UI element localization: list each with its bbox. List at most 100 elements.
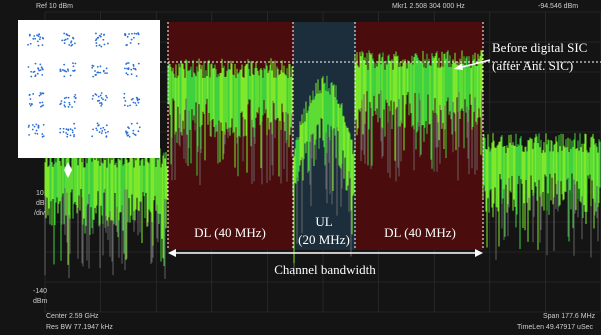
constellation-dot xyxy=(39,64,41,66)
constellation-dot xyxy=(99,35,101,37)
constellation-dot xyxy=(135,69,137,71)
scale: 10 xyxy=(36,190,44,197)
constellation-dot xyxy=(95,39,97,41)
constellation-dot xyxy=(39,102,41,104)
constellation-dot xyxy=(105,99,107,101)
marker-freq: Mkr1 2.508 304 000 Hz xyxy=(392,3,465,10)
constellation-dot xyxy=(63,128,65,130)
constellation-dot xyxy=(129,136,131,138)
constellation-dot xyxy=(127,36,129,38)
constellation-dot xyxy=(96,129,98,131)
constellation-dot xyxy=(68,106,70,108)
constellation-dot xyxy=(138,99,140,101)
constellation-dot xyxy=(30,76,32,78)
constellation-dot xyxy=(68,102,70,104)
constellation-dot xyxy=(43,124,45,126)
constellation-dot xyxy=(67,38,69,40)
constellation-dot xyxy=(102,127,104,129)
constellation-dot xyxy=(63,131,65,133)
ref-level: Ref 10 dBm xyxy=(36,3,73,10)
constellation-dot xyxy=(41,105,43,107)
constellation-dot xyxy=(65,132,67,134)
constellation-dot xyxy=(106,124,108,126)
constellation-dot xyxy=(102,39,104,41)
constellation-dot xyxy=(100,33,102,35)
constellation-dot xyxy=(106,67,108,69)
constellation-dot xyxy=(67,70,69,72)
time-len: TimeLen 49.47917 uSec xyxy=(517,324,594,331)
constellation-dot xyxy=(101,103,103,105)
constellation-dot xyxy=(72,131,74,133)
constellation-dot xyxy=(30,71,32,73)
constellation-dot xyxy=(134,134,136,136)
constellation-dot xyxy=(67,134,69,136)
constellation-dot xyxy=(43,135,45,137)
constellation-dot xyxy=(28,134,30,136)
constellation-dot xyxy=(125,63,127,65)
scale-per: /div xyxy=(34,210,45,217)
constellation-dot xyxy=(100,105,102,107)
constellation-dot xyxy=(75,63,77,65)
span: Span 177.6 MHz xyxy=(543,313,596,320)
channel-bandwidth: Channel bandwidth xyxy=(274,262,376,277)
constellation-dot xyxy=(131,33,133,35)
constellation-dot xyxy=(66,33,68,35)
constellation-dot xyxy=(103,34,105,36)
constellation-dot xyxy=(97,122,99,124)
constellation-dot xyxy=(97,66,99,68)
constellation-dot xyxy=(73,136,75,138)
center-freq: Center 2.59 GHz xyxy=(46,313,99,320)
constellation-dot xyxy=(139,126,141,128)
constellation-dot xyxy=(127,74,129,76)
constellation-dot xyxy=(137,102,139,104)
constellation-dot xyxy=(98,100,100,102)
constellation-dot xyxy=(100,95,102,97)
constellation-dot xyxy=(127,126,129,128)
constellation-dot xyxy=(74,127,76,129)
constellation-dot xyxy=(94,74,96,76)
constellation-dot xyxy=(69,104,71,106)
constellation-dot xyxy=(64,97,66,99)
constellation-dot xyxy=(37,40,39,42)
constellation-dot xyxy=(129,104,131,106)
constellation-dot xyxy=(131,39,133,41)
constellation-dot xyxy=(68,44,70,46)
constellation-dot xyxy=(30,43,32,45)
constellation-dot xyxy=(71,44,73,46)
constellation-dot xyxy=(68,35,70,37)
constellation-dot xyxy=(38,33,40,35)
constellation-dot xyxy=(94,70,96,72)
marker-level: -94.546 dBm xyxy=(538,3,578,10)
constellation-dot xyxy=(105,132,107,134)
constellation-dot xyxy=(103,70,105,72)
bottom-level: -140 xyxy=(33,288,47,295)
constellation-dot xyxy=(74,94,76,96)
constellation-dot xyxy=(132,130,134,132)
constellation-dot xyxy=(133,37,135,39)
constellation-dot xyxy=(124,33,126,35)
constellation-dot xyxy=(65,71,67,73)
constellation-dot xyxy=(74,101,76,103)
constellation-dot xyxy=(98,124,100,126)
scale-unit: dB xyxy=(36,200,45,207)
constellation-dot xyxy=(61,40,63,42)
constellation-dot xyxy=(127,105,129,107)
constellation-inset xyxy=(18,20,160,158)
constellation-dot xyxy=(104,44,106,46)
constellation-dot xyxy=(101,130,103,132)
constellation-dot xyxy=(134,102,136,104)
constellation-dot xyxy=(128,62,130,64)
constellation-dot xyxy=(41,133,43,135)
constellation-dot xyxy=(127,132,129,134)
constellation-dot xyxy=(138,43,140,45)
constellation-dot xyxy=(68,97,70,99)
constellation-dot xyxy=(95,33,97,35)
constellation-dot xyxy=(59,132,61,134)
constellation-dot xyxy=(36,130,38,132)
constellation-dot xyxy=(42,69,44,71)
constellation-dot xyxy=(92,98,94,100)
constellation-dot xyxy=(136,33,138,35)
constellation-dot xyxy=(41,92,43,94)
constellation-dot xyxy=(32,129,34,131)
before-sic: Before digital SIC xyxy=(492,40,587,55)
